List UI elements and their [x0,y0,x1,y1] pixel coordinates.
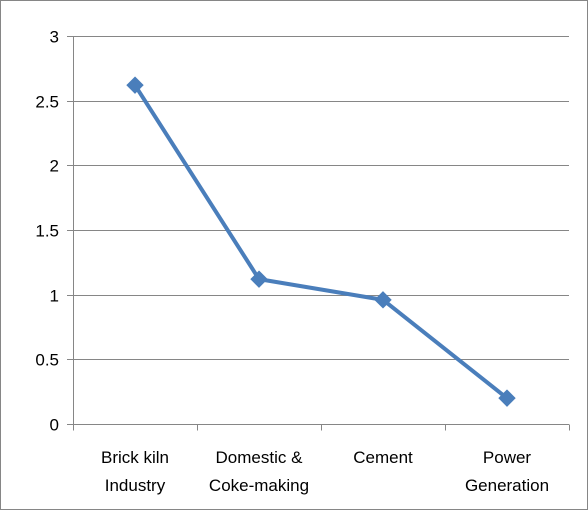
x-tick-label-line: Power [483,448,532,467]
x-tick-label: Cement [353,448,413,467]
x-tick-label: Brick kiln Industry [101,448,169,495]
y-tick-label: 1.5 [35,222,59,241]
x-tick-label-line: Industry [105,476,166,495]
x-tick-label-line: Generation [465,476,549,495]
y-tick-label: 0.5 [35,351,59,370]
x-tick-label: Power Generation [465,448,549,495]
x-tick-label-line: Coke-making [209,476,309,495]
y-tick-label: 3 [50,28,59,47]
series-line [133,83,509,401]
x-tick-label: Domestic & Coke-making [209,448,309,495]
x-tick-label-line: Brick kiln [101,448,169,467]
x-tick-label-line: Domestic & [216,448,304,467]
data-point-marker [126,76,144,94]
y-tick-label: 1 [50,287,59,306]
axes [67,36,570,431]
y-tick-label: 2 [50,157,59,176]
series-line-group [133,83,509,401]
x-tick-labels: Brick kiln Industry Domestic & Coke-making C… [101,448,549,495]
y-tick-labels: 0 0.5 1 1.5 2 2.5 3 [35,28,59,435]
data-point-marker [498,389,516,407]
data-point-marker [374,291,392,309]
y-tick-label: 2.5 [35,93,59,112]
x-tick-label-line: Cement [353,448,413,467]
gridlines [73,36,569,360]
y-tick-label: 0 [50,416,59,435]
series-markers [126,76,516,407]
data-point-marker [250,270,268,288]
